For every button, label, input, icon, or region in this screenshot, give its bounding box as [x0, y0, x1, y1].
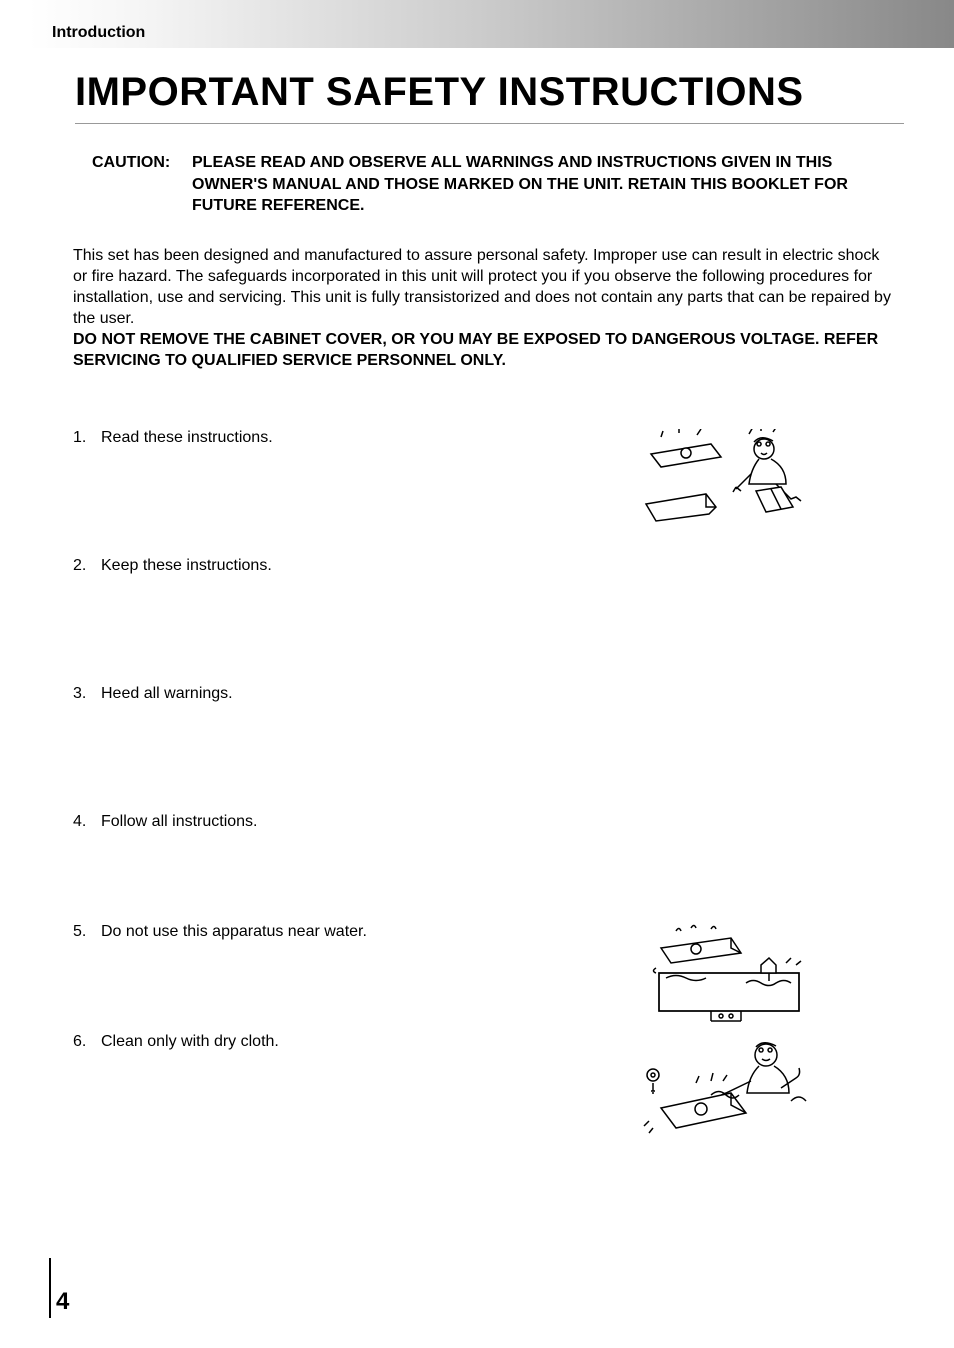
instruction-item: 4. Follow all instructions. — [73, 813, 954, 923]
caution-block: CAUTION: PLEASE READ AND OBSERVE ALL WAR… — [92, 152, 854, 217]
caution-label: CAUTION: — [92, 152, 192, 217]
item-text: Keep these instructions. — [101, 557, 621, 575]
item-text: Follow all instructions. — [101, 813, 621, 831]
instruction-item: 2. Keep these instructions. — [73, 557, 954, 685]
item-number: 4. — [73, 813, 101, 831]
page-number-bar — [49, 1258, 51, 1318]
page-number: 4 — [56, 1288, 69, 1316]
item-number: 2. — [73, 557, 101, 575]
caution-text: PLEASE READ AND OBSERVE ALL WARNINGS AND… — [192, 152, 854, 217]
item-number: 3. — [73, 685, 101, 703]
title-underline — [75, 123, 904, 124]
item-text: Read these instructions. — [101, 429, 621, 447]
item-text: Heed all warnings. — [101, 685, 621, 703]
page-title: IMPORTANT SAFETY INSTRUCTIONS — [75, 70, 954, 115]
instruction-item: 3. Heed all warnings. — [73, 685, 954, 813]
item-number: 1. — [73, 429, 101, 447]
read-instructions-illustration — [641, 429, 841, 539]
section-label: Introduction — [52, 24, 145, 42]
header-gradient-bar: Introduction — [0, 0, 954, 48]
instruction-item: 5. Do not use this apparatus near water. — [73, 923, 954, 1033]
instruction-list: 1. Read these instructions. — [73, 429, 954, 1161]
item-number: 6. — [73, 1033, 101, 1051]
intro-bold-warning: DO NOT REMOVE THE CABINET COVER, OR YOU … — [73, 329, 894, 371]
no-water-illustration — [641, 923, 841, 1023]
instruction-item: 6. Clean only with dry cloth. — [73, 1033, 954, 1161]
clean-cloth-illustration — [641, 1033, 841, 1143]
item-text: Clean only with dry cloth. — [101, 1033, 621, 1051]
item-text: Do not use this apparatus near water. — [101, 923, 621, 941]
instruction-item: 1. Read these instructions. — [73, 429, 954, 557]
intro-paragraph: This set has been designed and manufactu… — [73, 245, 894, 329]
item-number: 5. — [73, 923, 101, 941]
